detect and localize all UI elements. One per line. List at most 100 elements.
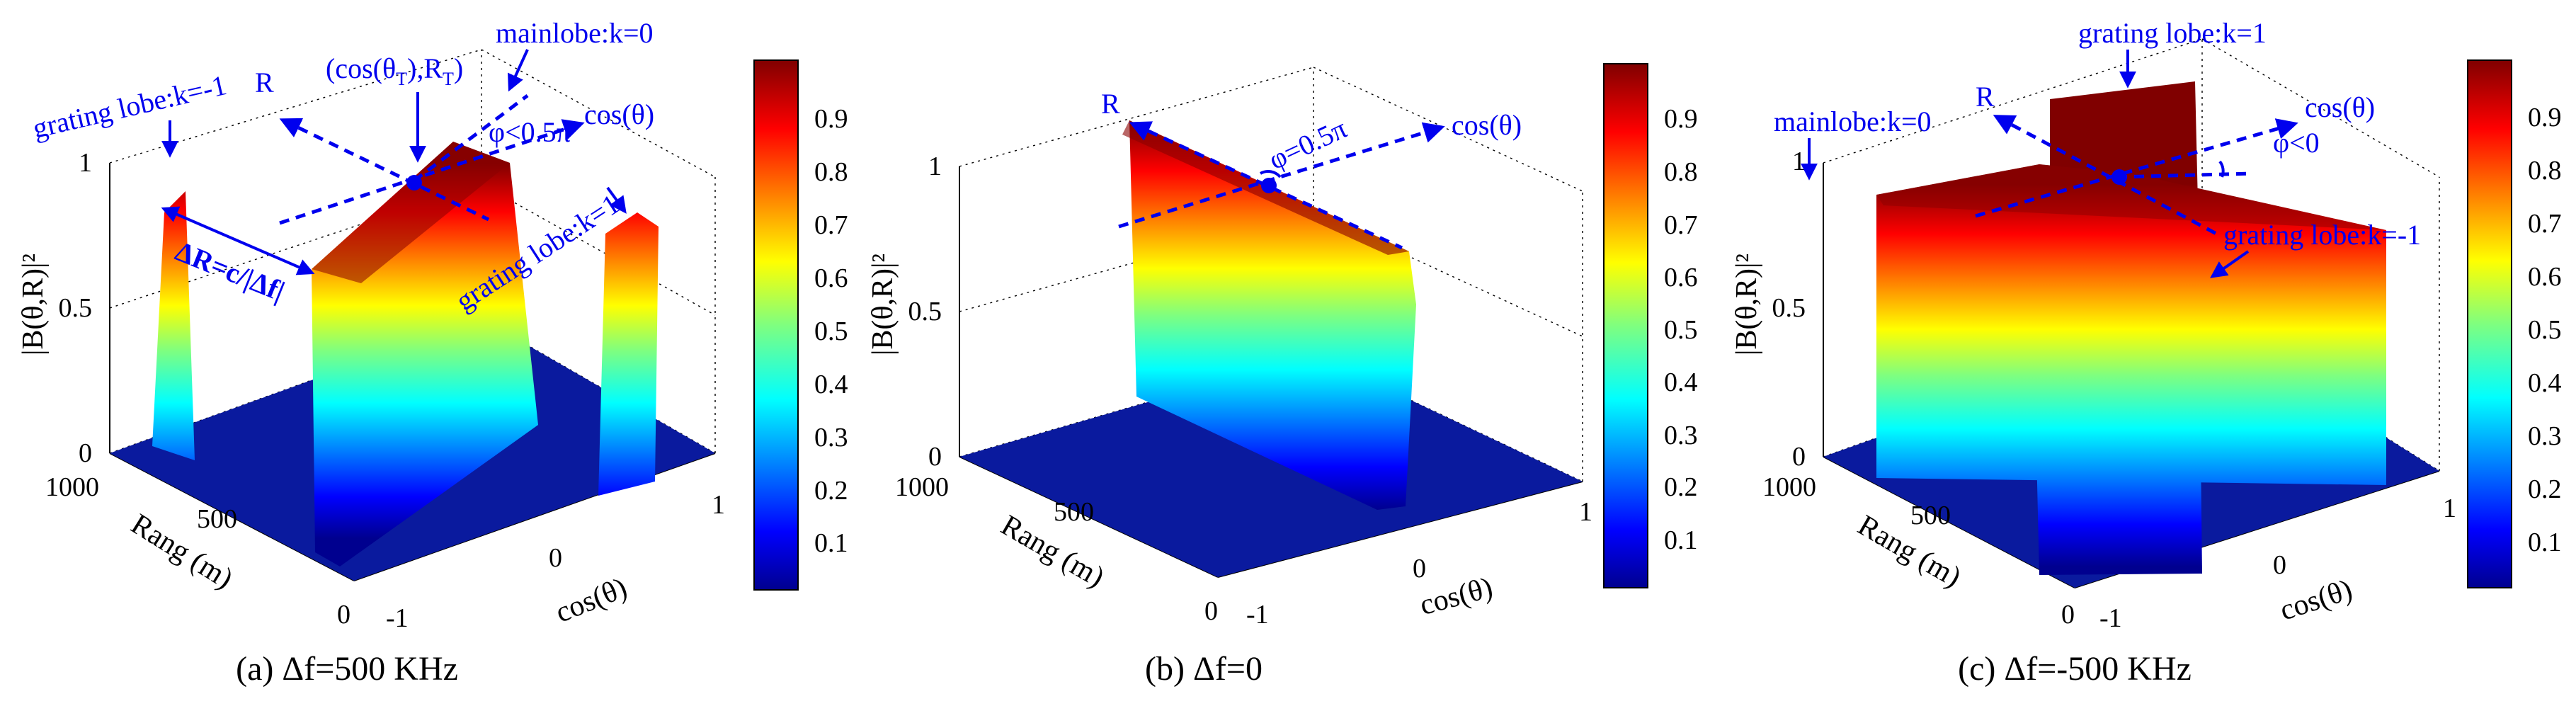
- panel-a-cb-tick-07: 0.7: [814, 210, 848, 240]
- panel-c-ann-mainlobe: mainlobe:k=0: [1774, 106, 1932, 137]
- panel-a-cb-tick-06: 0.6: [814, 263, 848, 293]
- panel-a-cb-tick-01: 0.1: [814, 528, 848, 558]
- panel-a-r-arrow: [279, 118, 490, 222]
- panel-b-x-tick-1: 1: [1579, 497, 1592, 527]
- panel-b-top-back-right: [1313, 67, 1583, 192]
- panel-a-lobe-axis-line: [413, 94, 529, 182]
- panel-c-z-label: |B(θ,R)|²: [1731, 254, 1763, 355]
- panel-c-colorbar-bar: [2467, 59, 2512, 588]
- panel-b-x-label: cos(θ): [1416, 571, 1495, 622]
- panel-a-colorbar: 0.1 0.2 0.3 0.4 0.5 0.6 0.7 0.8 0.9: [753, 59, 848, 591]
- panel-b-colorbar: 0.1 0.2 0.3 0.4 0.5 0.6 0.7 0.8 0.9: [1603, 63, 1698, 588]
- panel-a-grating-lobe-k1: [598, 212, 659, 496]
- panel-c-y-tick-0: 0: [2061, 600, 2075, 630]
- panel-a-ann-point: (cos(θT),RT): [326, 52, 463, 89]
- panel-b-y-tick-500: 500: [1054, 497, 1094, 527]
- panel-c-ann-cos-axis: cos(θ): [2305, 91, 2375, 123]
- panel-c-cos-arrow: [1975, 118, 2298, 218]
- panel-b-cb-tick-05: 0.5: [1664, 315, 1698, 345]
- panel-b-mid-grid-right: [1313, 212, 1583, 337]
- panel-a-cb-tick-03: 0.3: [814, 423, 848, 452]
- panel-a-z-tick-05: 0.5: [59, 293, 93, 323]
- panel-c-ann-angle: φ<0: [2273, 127, 2320, 159]
- panel-c-mainlobe-ridge: [1876, 164, 2386, 230]
- panel-b-z-tick-0: 0: [928, 442, 942, 472]
- panel-b-caption: (b) Δf=0: [1145, 650, 1263, 688]
- panel-c-cb-tick-02: 0.2: [2528, 474, 2562, 504]
- panel-a-x-label: cos(θ): [551, 571, 632, 630]
- panel-a-x-ticks: -1 0 1: [386, 490, 725, 633]
- panel-a-y-tick-500: 500: [197, 504, 237, 534]
- panel-c-z-tick-1: 1: [1792, 147, 1806, 176]
- panel-b-cb-tick-07: 0.7: [1664, 210, 1698, 240]
- panel-c-surface: [1876, 81, 2386, 575]
- panel-b-x-ticks: -1 0 1: [1246, 497, 1592, 630]
- panel-b-x-tick-0: 0: [1413, 554, 1426, 583]
- panel-a-z-label: |B(θ,R)|²: [17, 254, 50, 355]
- panel-b-y-ticks: 1000 500 0: [895, 472, 1218, 626]
- panel-a-ann-grating-left: grating lobe:k=-1: [30, 69, 229, 144]
- panel-a-point-marker: [406, 175, 422, 190]
- panel-a-x-tick-0: 0: [549, 543, 562, 573]
- panel-b-cb-tick-01: 0.1: [1664, 525, 1698, 555]
- panel-b: 0 0.5 1 1000 500 0 -1 0 1 |B(θ,R)|² Rang…: [867, 63, 1698, 688]
- panel-a-delta-r-arrow: [161, 206, 315, 275]
- panel-a-y-tick-1000: 1000: [45, 472, 99, 502]
- panel-b-cb-tick-08: 0.8: [1664, 157, 1698, 187]
- panel-b-ann-r-axis: R: [1101, 88, 1120, 120]
- panel-c-ann-grating-right: grating lobe:k=-1: [2223, 219, 2421, 251]
- panel-b-mainlobe-k0: [1129, 120, 1416, 510]
- panel-a-grating-lobe-k-neg1: [152, 191, 195, 460]
- panel-a-cb-tick-08: 0.8: [814, 157, 848, 187]
- panel-a-z-tick-0: 0: [79, 438, 92, 468]
- panel-c-angle-arc: [2218, 160, 2225, 178]
- panel-a-cb-tick-02: 0.2: [814, 476, 848, 506]
- panel-a-ann-cos-axis: cos(θ): [584, 98, 654, 130]
- panel-a-ann-r-axis: R: [255, 67, 274, 98]
- panel-c: 0 0.5 1 1000 500 0 -1 0 1 |B(θ,R)|² Rang…: [1731, 17, 2562, 688]
- panel-a-surface: [152, 142, 659, 566]
- panel-c-x-tick-0: 0: [2273, 550, 2286, 580]
- panel-c-z-tick-05: 0.5: [1772, 293, 1806, 323]
- panel-c-arrow-grating-right: [2210, 250, 2250, 278]
- panel-a-cos-arrow: [279, 119, 585, 225]
- panel-a-arrow-grating-right: [606, 186, 627, 214]
- panel-c-top-back-right: [2201, 38, 2440, 178]
- panel-c-ann-r-axis: R: [1976, 81, 1995, 113]
- panel-a-x-tick-1: 1: [712, 490, 725, 520]
- panel-b-angle-arc: [1259, 170, 1282, 178]
- panel-c-ridge-line: [2116, 171, 2252, 179]
- panel-a-caption: (a) Δf=500 KHz: [236, 650, 458, 688]
- panel-c-colorbar-ticks: 0.1 0.2 0.3 0.4 0.5 0.6 0.7 0.8 0.9: [2528, 103, 2562, 557]
- panel-a-cb-tick-04: 0.4: [814, 370, 848, 399]
- panel-c-cb-tick-06: 0.6: [2528, 262, 2562, 292]
- panel-b-y-tick-1000: 1000: [895, 472, 949, 502]
- panel-c-point-marker: [2111, 169, 2127, 185]
- panel-b-colorbar-bar: [1603, 63, 1648, 588]
- panel-b-cos-arrow: [1118, 122, 1445, 229]
- panel-b-y-tick-0: 0: [1204, 596, 1218, 626]
- panel-c-annotations: grating lobe:k=1 mainlobe:k=0 R cos(θ) φ…: [1774, 17, 2421, 278]
- panel-c-grating-lobe-k-neg1: [2032, 262, 2202, 575]
- panel-c-z-tick-0: 0: [1792, 442, 1806, 472]
- panel-b-floor-surface: [959, 354, 1583, 577]
- panel-a-arrow-mainlobe: [508, 49, 529, 92]
- panel-a-mainlobe-ridge: [312, 142, 510, 283]
- panel-c-x-tick-1: 1: [2443, 494, 2456, 523]
- panel-a-cb-tick-09: 0.9: [814, 104, 848, 134]
- panel-b-z-ticks: 0 0.5 1: [908, 152, 942, 472]
- panel-c-y-tick-1000: 1000: [1762, 472, 1816, 502]
- panel-a-x-tick-neg1: -1: [386, 603, 409, 633]
- panel-c-x-label: cos(θ): [2276, 574, 2356, 627]
- panel-c-r-arrow: [1993, 115, 2218, 236]
- panel-a-cb-tick-05: 0.5: [814, 317, 848, 346]
- panel-c-cb-tick-03: 0.3: [2528, 421, 2562, 451]
- panel-b-cb-tick-04: 0.4: [1664, 368, 1698, 397]
- panel-c-x-tick-neg1: -1: [2099, 603, 2122, 633]
- panel-c-cb-tick-01: 0.1: [2528, 528, 2562, 557]
- panel-c-y-tick-500: 500: [1910, 501, 1951, 530]
- panel-a-z-tick-1: 1: [79, 148, 92, 178]
- panel-a: 0 0.5 1 1000 500 0 -1 0 1 |B(θ,R)|² Rang…: [17, 17, 848, 688]
- panel-a-y-ticks: 1000 500 0: [45, 472, 351, 630]
